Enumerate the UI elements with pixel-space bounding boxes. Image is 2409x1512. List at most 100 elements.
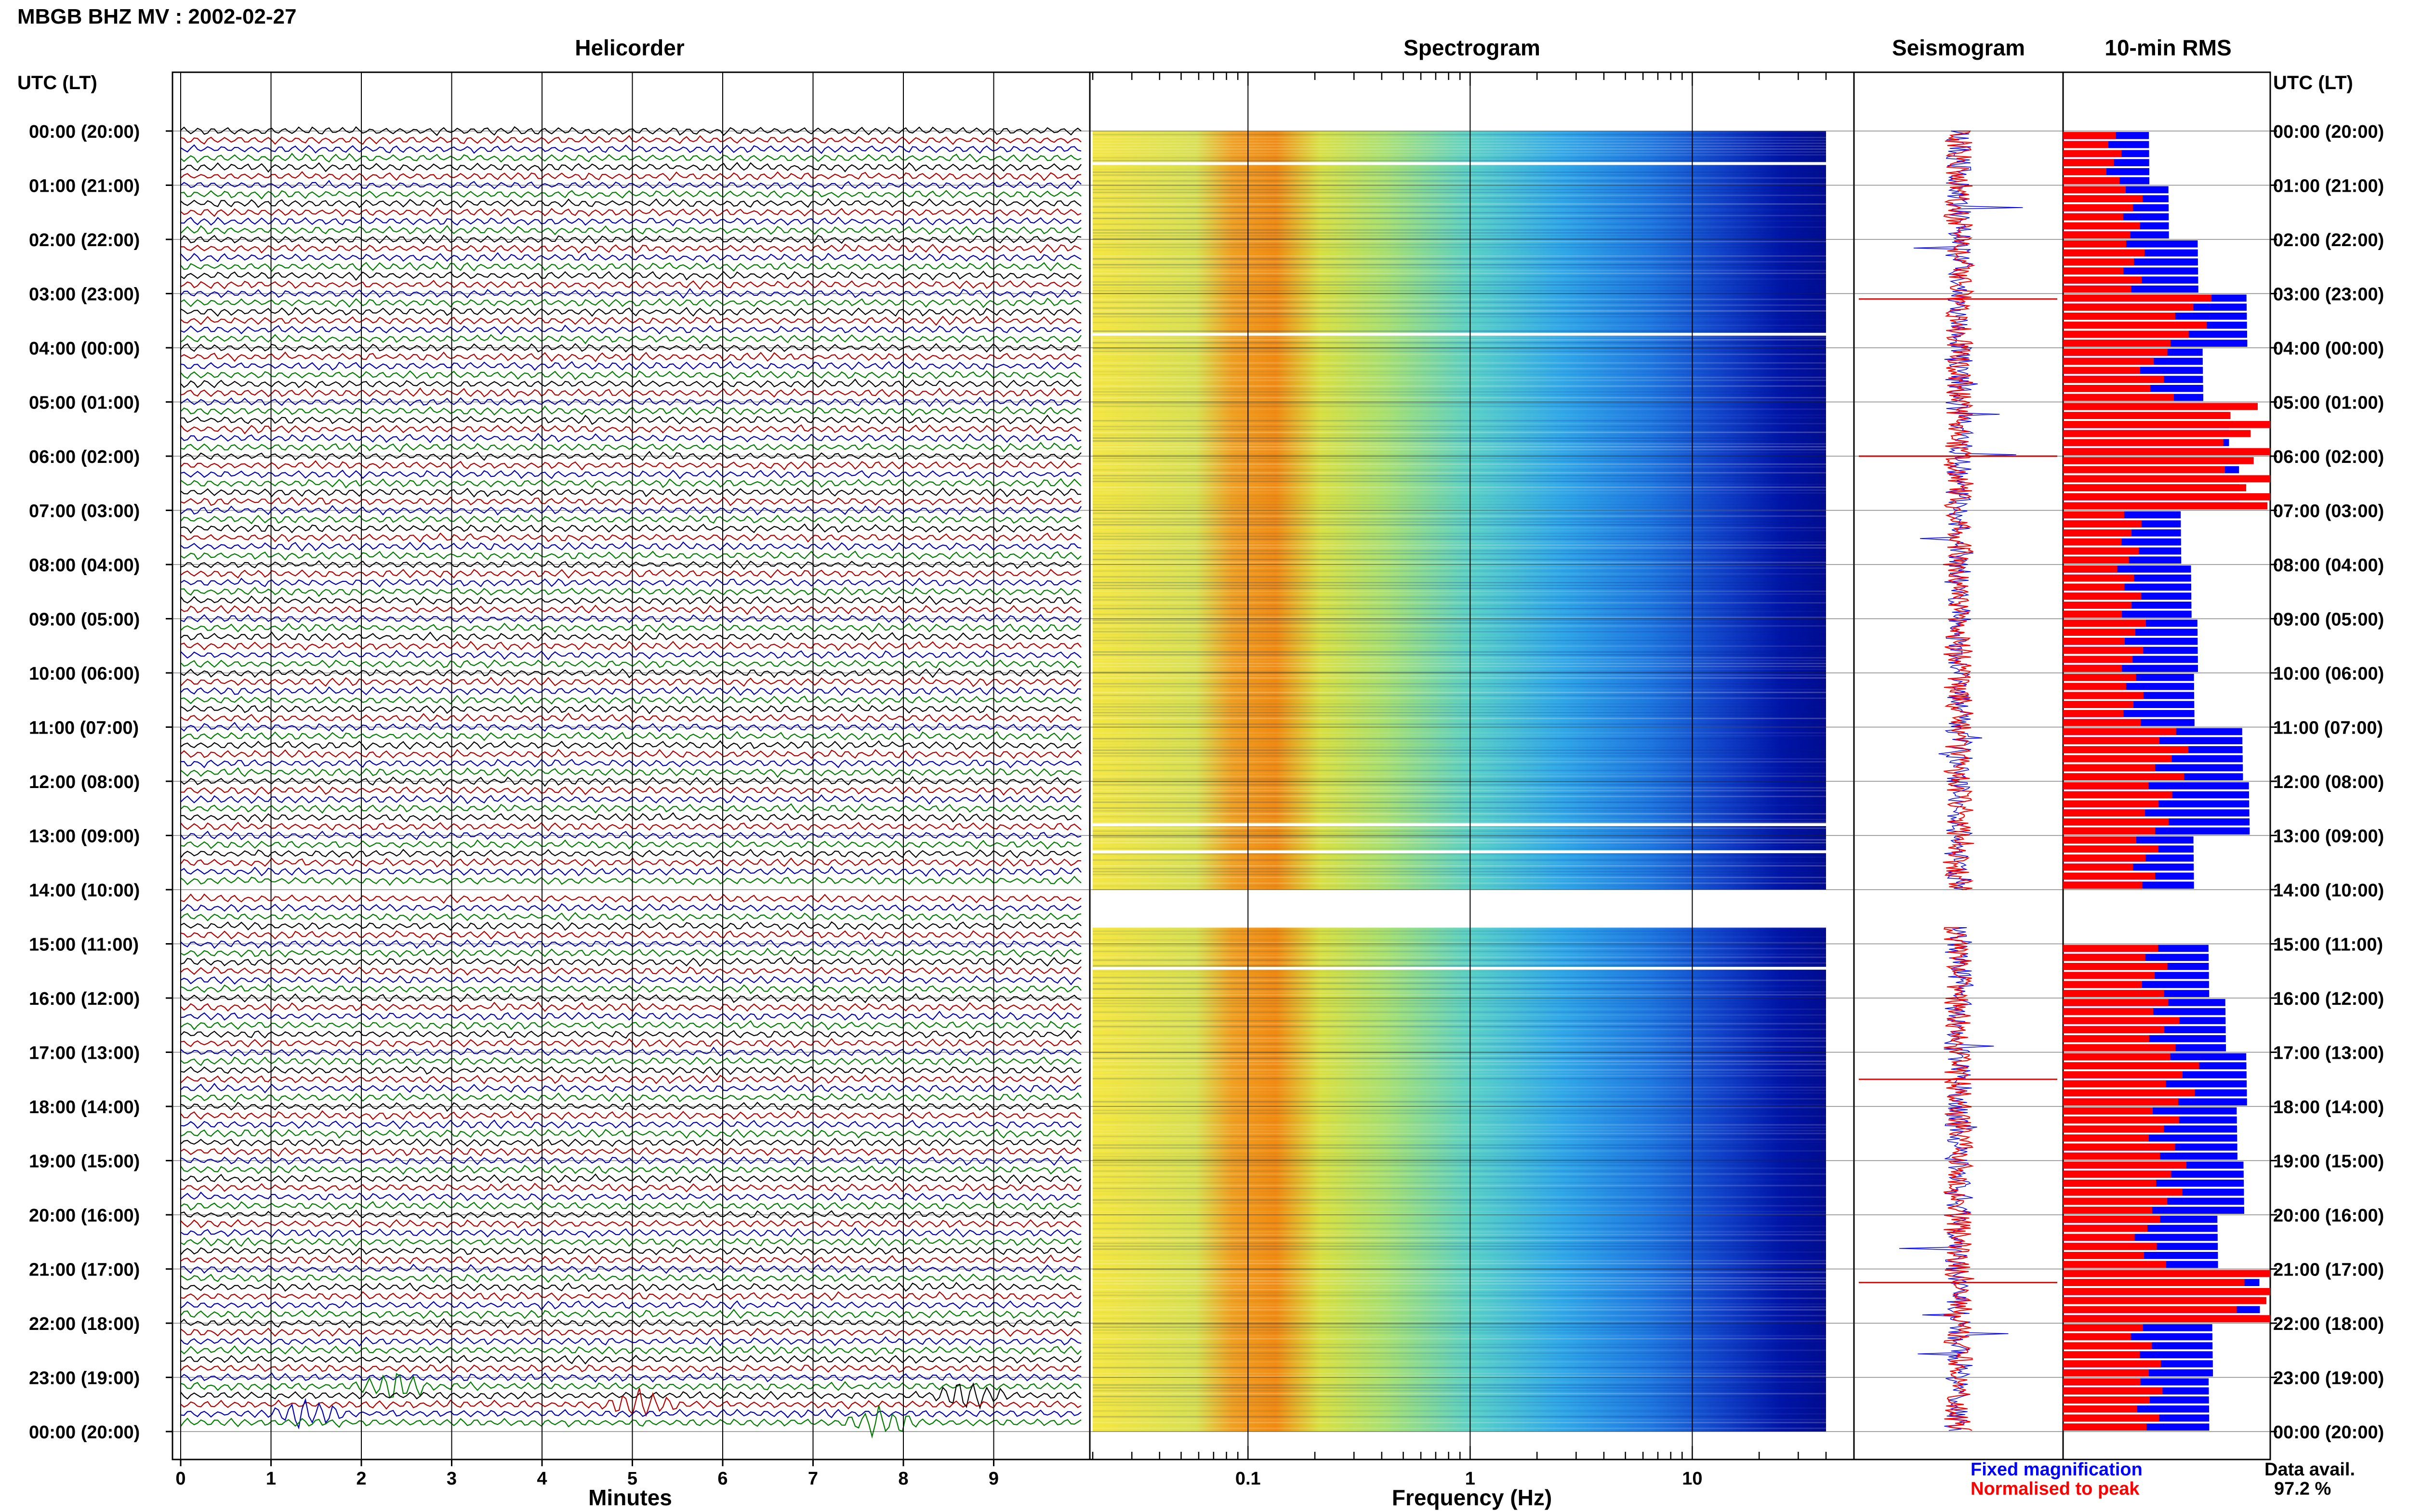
spectrogram-row — [1093, 273, 1826, 274]
spectrogram-row — [1093, 258, 1826, 260]
helicorder-trace — [180, 930, 1082, 940]
spectrogram-row — [1093, 671, 1826, 673]
helicorder-trace — [180, 1164, 1082, 1175]
rms-normalised-bar — [2063, 285, 2131, 293]
rms-normalised-bar — [2063, 999, 2169, 1006]
spectrogram-row — [1093, 498, 1826, 500]
helicorder-trace — [180, 1388, 1082, 1417]
helicorder-trace — [180, 234, 1082, 245]
spectrogram-row — [1093, 1220, 1826, 1221]
spectrogram-row — [1093, 137, 1826, 138]
spectrogram-row — [1093, 986, 1826, 987]
spectrogram-row — [1093, 790, 1826, 791]
spectrogram-row — [1093, 1234, 1826, 1236]
spectrogram-row — [1093, 663, 1826, 664]
spectrogram-row — [1093, 443, 1826, 445]
right-time-tick: 01:00 (21:00) — [2273, 176, 2384, 197]
spectrogram-row — [1093, 1410, 1826, 1412]
rms-normalised-bar — [2063, 1170, 2171, 1178]
spectrogram-row — [1093, 953, 1826, 955]
spectrogram-row — [1093, 1286, 1826, 1288]
rms-normalised-bar — [2063, 1324, 2143, 1331]
right-time-tick: 12:00 (08:00) — [2273, 772, 2384, 792]
rms-normalised-bar — [2063, 222, 2140, 230]
rms-normalised-bar — [2063, 1351, 2140, 1358]
spectrogram-row — [1093, 299, 1826, 300]
helicorder-trace — [180, 180, 1082, 190]
rms-normalised-bar — [2063, 1188, 2183, 1196]
spectrogram-row — [1093, 1101, 1826, 1103]
spectrogram-row — [1093, 1179, 1826, 1181]
rms-normalised-bar — [2063, 1252, 2144, 1259]
rms-normalised-bar — [2063, 1288, 2270, 1295]
spectrogram-row — [1093, 1326, 1826, 1328]
spectrogram-row — [1093, 1086, 1826, 1088]
spectrogram-row — [1093, 1072, 1826, 1074]
spectrogram-row — [1093, 828, 1826, 829]
helicorder-trace — [180, 1345, 1082, 1355]
spectrogram-row — [1093, 573, 1826, 575]
left-time-tick: 00:00 (20:00) — [29, 122, 140, 142]
spectrogram-row — [1093, 362, 1826, 364]
spectrogram-row — [1093, 1081, 1826, 1082]
spectrogram-row — [1093, 559, 1826, 560]
spectrogram-row — [1093, 1124, 1826, 1126]
spectrogram-row — [1093, 956, 1826, 958]
spectrogram-row — [1093, 764, 1826, 765]
spectrogram-row — [1093, 593, 1826, 595]
spectrogram-row — [1093, 1020, 1826, 1022]
spectrogram-row — [1093, 611, 1826, 612]
right-time-tick: 14:00 (10:00) — [2273, 881, 2384, 901]
spectrogram-row — [1093, 625, 1826, 627]
helicorder-trace — [180, 595, 1082, 606]
helicorder-trace — [180, 876, 1082, 886]
helicorder-trace — [180, 893, 1082, 904]
helicorder-trace — [180, 1074, 1082, 1085]
helicorder-trace — [180, 794, 1082, 805]
helicorder-trace — [180, 740, 1082, 750]
spectrogram-row — [1093, 1069, 1826, 1071]
rms-normalised-bar — [2063, 1243, 2157, 1250]
rms-normalised-bar — [2063, 1008, 2153, 1015]
spectrogram-row — [1093, 1346, 1826, 1348]
rms-normalised-bar — [2063, 340, 2171, 347]
left-time-tick: 15:00 (11:00) — [29, 935, 139, 955]
spectrogram-row — [1093, 429, 1826, 430]
spectrogram-row — [1093, 330, 1826, 332]
spectrogram-row — [1093, 423, 1826, 424]
helicorder-trace — [180, 216, 1082, 226]
rms-normalised-bar — [2063, 249, 2145, 257]
spectrogram-row — [1093, 871, 1826, 872]
rms-normalised-bar — [2063, 1125, 2164, 1133]
helicorder-trace — [180, 1309, 1082, 1319]
rms-normalised-bar — [2063, 484, 2247, 491]
spectrogram-row — [1093, 356, 1826, 358]
spectrogram-row — [1093, 224, 1826, 225]
spectrogram-row — [1093, 316, 1826, 317]
helicorder-trace — [180, 171, 1082, 181]
rms-normalised-bar — [2063, 313, 2175, 320]
spectrogram-row — [1093, 1315, 1826, 1316]
helicorder-trace — [180, 605, 1082, 615]
spectrogram-row — [1093, 160, 1826, 161]
spectrogram-row — [1093, 391, 1826, 393]
helicorder-trace — [180, 731, 1082, 741]
helicorder-title: Helicorder — [575, 35, 685, 60]
spectrogram-row — [1093, 1421, 1826, 1423]
rms-normalised-bar — [2063, 881, 2143, 889]
right-time-tick: 08:00 (04:00) — [2273, 555, 2384, 576]
helicorder-trace — [180, 361, 1082, 371]
left-time-tick: 17:00 (13:00) — [29, 1043, 140, 1064]
helicorder-trace — [180, 1227, 1082, 1238]
rms-normalised-bar — [2063, 710, 2124, 717]
rms-normalised-bar — [2063, 150, 2122, 158]
helicorder-trace — [180, 423, 1082, 434]
helicorder-trace — [180, 541, 1082, 552]
rms-normalised-bar — [2063, 1197, 2168, 1205]
spectrogram-row — [1093, 1028, 1826, 1030]
rms-normalised-bar — [2063, 1423, 2147, 1431]
rms-normalised-bar — [2063, 1342, 2152, 1350]
spectrogram-row — [1093, 1187, 1826, 1189]
spectrogram-row — [1093, 209, 1826, 210]
